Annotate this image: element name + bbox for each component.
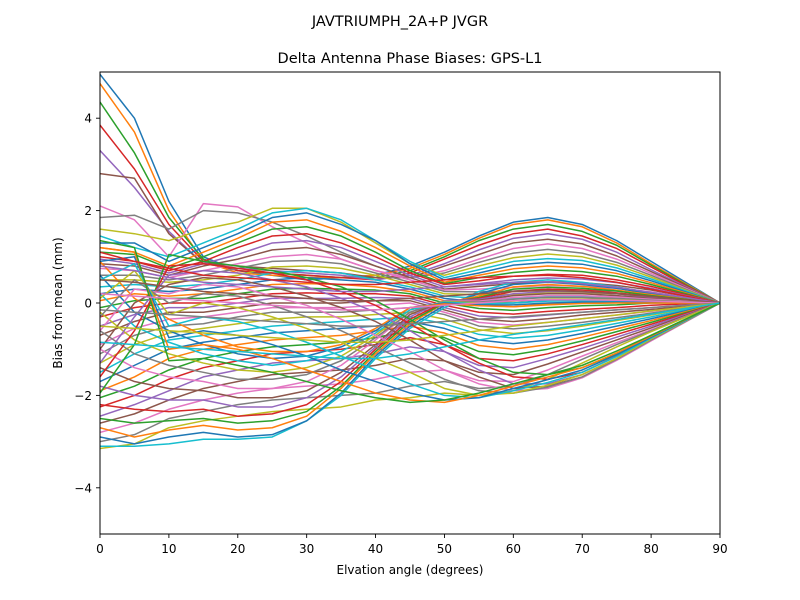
series-line-11 — [100, 212, 720, 304]
series-line-48 — [100, 296, 720, 380]
y-tick-label: 2 — [84, 204, 92, 218]
y-tick-label: −2 — [74, 389, 92, 403]
series-line-64 — [100, 251, 720, 304]
series-line-36 — [100, 302, 720, 424]
x-axis: 0 10 20 30 40 50 60 70 80 90 — [96, 534, 728, 556]
series-line-66 — [100, 279, 720, 304]
series-line-26 — [100, 299, 720, 337]
y-tick-label: 0 — [84, 297, 92, 311]
y-tick-label: −4 — [74, 481, 92, 495]
series-line-34 — [100, 302, 720, 408]
series-line-70 — [100, 302, 720, 360]
x-tick-label: 30 — [299, 542, 314, 556]
x-tick-label: 60 — [506, 542, 521, 556]
series-line-62 — [100, 246, 720, 404]
series-line-65 — [100, 265, 720, 304]
series-line-41 — [100, 281, 720, 445]
x-tick-label: 10 — [161, 542, 176, 556]
series-line-16 — [100, 246, 720, 304]
x-tick-label: 0 — [96, 542, 104, 556]
chart-suptitle: JAVTRIUMPH_2A+P JVGR — [311, 14, 488, 30]
x-tick-label: 90 — [712, 542, 727, 556]
series-line-61 — [100, 256, 720, 401]
series-layer — [100, 73, 720, 450]
series-line-10 — [100, 207, 720, 304]
series-line-46 — [100, 293, 720, 399]
series-line-35 — [100, 302, 720, 417]
x-tick-label: 50 — [437, 542, 452, 556]
y-tick-label: 4 — [84, 112, 92, 126]
series-line-57 — [100, 283, 720, 392]
chart-title: Delta Antenna Phase Biases: GPS-L1 — [278, 51, 543, 67]
x-tick-label: 70 — [575, 542, 590, 556]
series-line-12 — [100, 219, 720, 304]
series-line-69 — [100, 302, 720, 344]
y-axis-label: Bias from mean (mm) — [51, 237, 65, 368]
x-axis-label: Elvation angle (degrees) — [337, 563, 484, 577]
series-line-63 — [100, 239, 720, 404]
series-line-39 — [100, 302, 720, 450]
series-line-13 — [100, 226, 720, 304]
series-line-59 — [100, 269, 720, 397]
series-line-58 — [100, 279, 720, 394]
series-line-43 — [100, 286, 720, 424]
series-line-67 — [100, 293, 720, 311]
series-line-50 — [100, 293, 720, 367]
x-tick-label: 20 — [230, 542, 245, 556]
series-line-68 — [100, 302, 720, 327]
series-line-23 — [100, 287, 720, 312]
y-axis: −4 −2 0 2 4 — [74, 112, 100, 495]
x-tick-label: 40 — [368, 542, 383, 556]
series-line-38 — [100, 302, 720, 443]
series-line-53 — [100, 253, 720, 394]
x-tick-label: 80 — [643, 542, 658, 556]
